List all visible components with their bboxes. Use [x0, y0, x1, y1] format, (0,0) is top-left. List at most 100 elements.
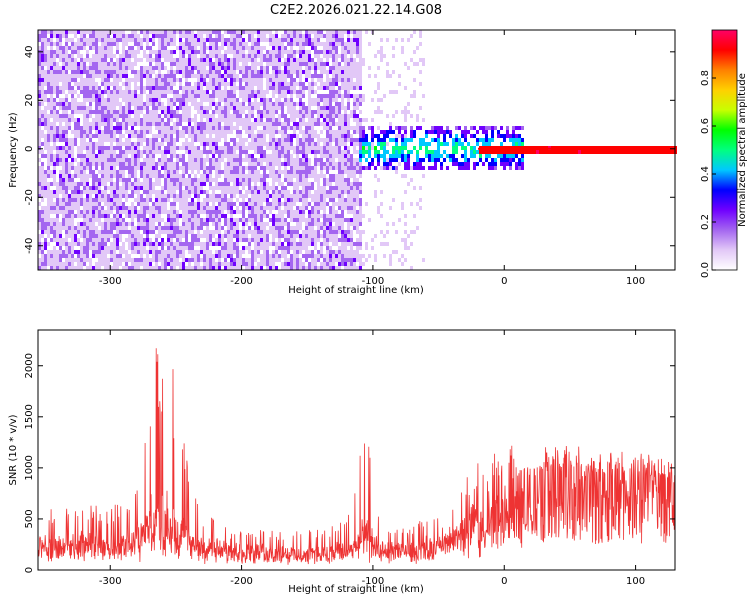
spectrogram-cell: [308, 114, 311, 118]
spectrogram-cell: [203, 86, 206, 90]
spectrogram-cell: [320, 90, 323, 94]
spectrogram-cell: [122, 62, 125, 66]
spectrogram-cell: [323, 78, 326, 82]
spectrogram-cell: [128, 130, 131, 134]
spectrogram-cell: [50, 34, 53, 38]
spectrogram-cell: [332, 166, 335, 170]
spectrogram-cell: [62, 170, 65, 174]
spectrogram-cell: [314, 182, 317, 186]
spectrogram-cell: [203, 178, 206, 182]
spectrogram-cell: [149, 38, 152, 42]
spectrogram-cell: [251, 150, 254, 154]
spectrogram-cell: [281, 126, 284, 130]
spectrogram-cell: [146, 154, 149, 158]
spectrogram-cell: [257, 122, 260, 126]
spectrogram-cell: [233, 174, 236, 178]
spectrogram-cell: [212, 70, 215, 74]
spectrogram-cell: [68, 74, 71, 78]
spectrogram-cell: [230, 122, 233, 126]
spectrogram-cell: [194, 102, 197, 106]
spectrogram-cell: [176, 82, 179, 86]
spectrogram-cell: [149, 134, 152, 138]
spectrogram-cell: [68, 94, 71, 98]
spectrogram-cell: [290, 118, 293, 122]
spectrogram-cell: [128, 58, 131, 62]
spectrogram-cell: [119, 66, 122, 70]
spectrogram-cell: [293, 82, 296, 86]
spectrogram-cell: [305, 146, 308, 150]
spectrogram-cell: [305, 62, 308, 66]
spectrogram-cell: [197, 178, 200, 182]
spectrogram-cell: [116, 178, 119, 182]
spectrogram-cell: [263, 154, 266, 158]
spectrogram-cell: [338, 82, 341, 86]
spectrogram-cell: [56, 186, 59, 190]
spectrogram-cell: [134, 134, 137, 138]
spectrogram-cell: [263, 126, 266, 130]
spectrogram-cell: [200, 62, 203, 66]
spectrogram-cell: [344, 86, 347, 90]
spectrogram-cell: [557, 150, 560, 154]
spectrogram-cell: [509, 154, 512, 158]
spectrogram-cell: [173, 178, 176, 182]
spectrogram-cell: [206, 82, 209, 86]
spectrogram-cell: [68, 166, 71, 170]
spectrogram-cell: [89, 34, 92, 38]
spectrogram-cell: [155, 58, 158, 62]
spectrogram-cell: [431, 150, 434, 154]
spectrogram-cell: [152, 162, 155, 166]
spectrogram-cell: [140, 126, 143, 130]
spectrogram-cell: [47, 34, 50, 38]
spectrogram-cell: [134, 142, 137, 146]
spectrogram-cell: [173, 142, 176, 146]
spectrogram-cell: [278, 158, 281, 162]
spectrogram-cell: [155, 34, 158, 38]
spectrogram-cell: [44, 154, 47, 158]
spectrogram-cell: [68, 170, 71, 174]
spectrogram-cell: [182, 86, 185, 90]
spectrogram-cell: [221, 158, 224, 162]
spectrogram-cell: [71, 78, 74, 82]
spectrogram-cell: [239, 170, 242, 174]
spectrogram-cell: [251, 130, 254, 134]
spectrogram-cell: [233, 106, 236, 110]
spectrogram-cell: [293, 166, 296, 170]
spectrogram-cell: [143, 130, 146, 134]
spectrogram-cell: [215, 70, 218, 74]
spectrogram-cell: [335, 54, 338, 58]
spectrogram-cell: [218, 66, 221, 70]
spectrogram-cell: [332, 62, 335, 66]
spectrogram-cell: [263, 178, 266, 182]
spectrogram-cell: [287, 118, 290, 122]
spectrogram-cell: [341, 46, 344, 50]
spectrogram-cell: [128, 178, 131, 182]
spectrogram-cell: [287, 58, 290, 62]
spectrogram-cell: [284, 134, 287, 138]
spectrogram-cell: [110, 54, 113, 58]
spectrogram-cell: [242, 70, 245, 74]
spectrogram-cell: [224, 186, 227, 190]
spectrogram-cell: [65, 154, 68, 158]
spectrogram-cell: [332, 86, 335, 90]
spectrogram-cell: [221, 178, 224, 182]
spectrogram-cell: [152, 34, 155, 38]
spectrogram-cell: [98, 154, 101, 158]
spectrogram-cell: [167, 66, 170, 70]
spectrogram-cell: [239, 106, 242, 110]
spectrogram-cell: [44, 134, 47, 138]
spectrogram-cell: [86, 54, 89, 58]
spectrogram-cell: [47, 162, 50, 166]
spectrogram-cell: [92, 86, 95, 90]
spectrogram-cell: [83, 166, 86, 170]
spectrogram-cell: [356, 118, 359, 122]
spectrogram-cell: [218, 146, 221, 150]
spectrogram-cell: [356, 38, 359, 42]
spectrogram-cell: [137, 190, 140, 194]
spectrogram-cell: [38, 190, 41, 194]
spectrogram-cell: [269, 102, 272, 106]
spectrogram-cell: [122, 182, 125, 186]
spectrogram-cell: [182, 126, 185, 130]
spectrogram-cell: [182, 134, 185, 138]
spectrogram-cell: [257, 126, 260, 130]
spectrogram-cell: [215, 90, 218, 94]
